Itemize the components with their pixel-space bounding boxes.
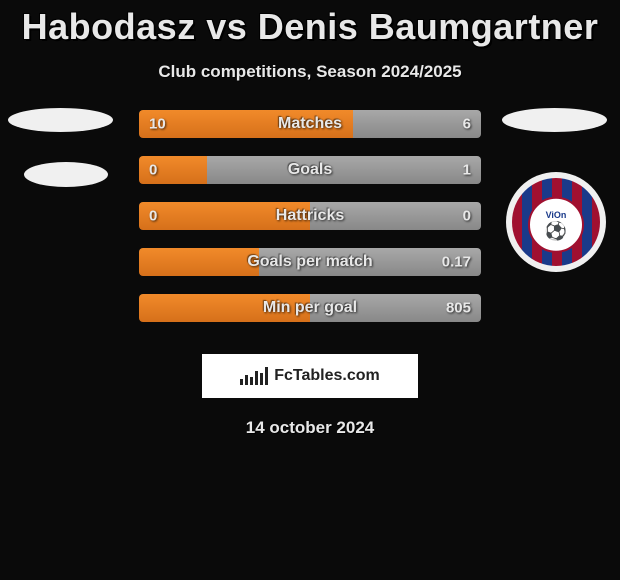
- club-badge-vion: ViOn ⚽: [506, 172, 606, 272]
- stat-label: Matches: [278, 115, 342, 133]
- stat-value-left: 0: [149, 162, 157, 179]
- stat-value-right: 6: [463, 116, 471, 133]
- player-right-flag-placeholder: [502, 108, 607, 132]
- stat-label: Goals: [288, 161, 332, 179]
- content-area: ViOn ⚽ Matches106Goals01Hattricks00Goals…: [0, 110, 620, 340]
- stat-label: Min per goal: [263, 299, 357, 317]
- player-left-flag-placeholder: [8, 108, 113, 132]
- stat-value-left: 0: [149, 208, 157, 225]
- stat-row: Goals per match 0.17: [139, 248, 481, 276]
- stat-label: Goals per match: [247, 253, 372, 271]
- stat-value-right: 805: [446, 300, 471, 317]
- player-left-column: [8, 108, 113, 217]
- bar-segment-right: [207, 156, 481, 184]
- player-left-club-placeholder: [24, 162, 108, 187]
- stat-label: Hattricks: [276, 207, 344, 225]
- stat-bars: Matches 10 6 Goals 0 1 Hattricks 0 0 Goals per ma…: [139, 110, 481, 340]
- stat-value-right: 1: [463, 162, 471, 179]
- badge-center: ViOn ⚽: [528, 197, 584, 253]
- soccer-ball-icon: ⚽: [545, 222, 567, 240]
- stat-value-right: 0: [463, 208, 471, 225]
- bar-segment-left: [139, 248, 259, 276]
- stat-row: Matches 10 6: [139, 110, 481, 138]
- brand-text: FcTables.com: [274, 367, 380, 385]
- badge-text: ViOn: [546, 210, 567, 220]
- subtitle: Club competitions, Season 2024/2025: [0, 62, 620, 82]
- stat-row: Min per goal 805: [139, 294, 481, 322]
- page-title: Habodasz vs Denis Baumgartner: [0, 6, 620, 48]
- comparison-card: Habodasz vs Denis Baumgartner Club compe…: [0, 0, 620, 438]
- bar-chart-icon: [240, 367, 268, 385]
- stat-row: Hattricks 0 0: [139, 202, 481, 230]
- brand-footer: FcTables.com: [202, 354, 418, 398]
- stat-row: Goals 0 1: [139, 156, 481, 184]
- player-right-column: ViOn ⚽: [502, 108, 612, 272]
- stat-value-right: 0.17: [442, 254, 471, 271]
- date-label: 14 october 2024: [0, 418, 620, 438]
- stat-value-left: 10: [149, 116, 166, 133]
